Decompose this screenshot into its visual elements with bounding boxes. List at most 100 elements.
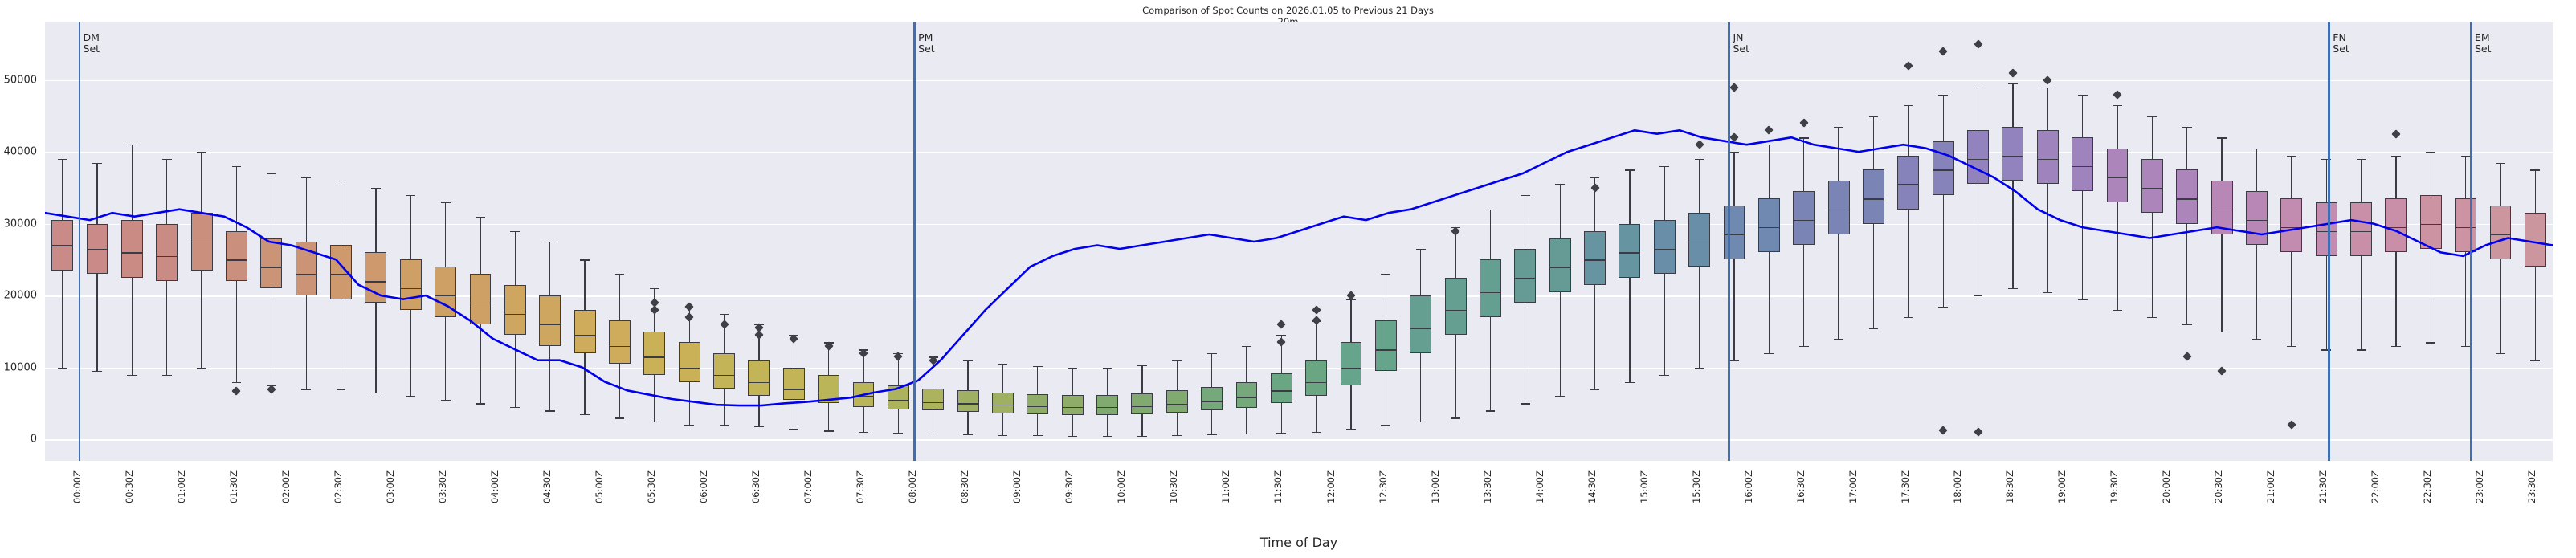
median-line (295, 274, 317, 275)
median-line (2072, 166, 2094, 168)
median-line (2002, 155, 2024, 157)
y-tick-label: 20000 (3, 289, 37, 302)
annotation-label: JN Set (1733, 31, 1750, 55)
x-tick-label: 04:00Z (488, 470, 500, 504)
annotation-line (1728, 22, 1730, 461)
whisker-cap (1032, 434, 1043, 437)
whisker (2221, 137, 2223, 332)
outlier-marker (1973, 39, 1983, 49)
box (643, 331, 666, 375)
whisker (2186, 126, 2188, 324)
whisker-cap (57, 159, 67, 161)
whisker-cap (476, 403, 485, 405)
whisker-cap (1485, 410, 1496, 412)
whisker-cap (161, 159, 172, 161)
annotation-line (913, 22, 916, 461)
x-tick-label: 19:30Z (2109, 470, 2121, 504)
outlier-marker (684, 312, 694, 322)
median-line (1757, 227, 1780, 229)
box (1653, 220, 1676, 275)
whisker-cap (2356, 349, 2366, 351)
whisker-cap (406, 396, 416, 397)
whisker-cap (1137, 365, 1147, 367)
box (469, 274, 492, 324)
x-tick-label: 12:30Z (1377, 470, 1389, 504)
whisker-cap (1206, 352, 1217, 355)
whisker-cap (1694, 159, 1704, 161)
box (1514, 248, 1537, 303)
x-tick-label: 21:30Z (2317, 470, 2329, 504)
box (957, 390, 979, 413)
box (1235, 381, 1258, 408)
box (1688, 213, 1711, 267)
x-tick-label: 19:00Z (2056, 470, 2068, 504)
median-line (1096, 406, 1118, 409)
annotation-label: FN Set (2333, 31, 2349, 55)
whisker-cap (614, 417, 625, 419)
whisker-cap (1555, 396, 1566, 397)
x-tick-label: 18:00Z (1952, 470, 1964, 504)
outlier-marker (267, 385, 276, 395)
median-line (1897, 184, 1920, 185)
box (1410, 295, 1432, 353)
x-axis-label: Time of Day (1259, 535, 1338, 550)
box (226, 230, 247, 282)
median-line (86, 248, 108, 250)
plot-area: DM Set PM Set JN Set FN Set EM Set (45, 22, 2553, 461)
whisker-cap (1032, 365, 1043, 368)
median-line (51, 245, 74, 246)
whisker-cap (266, 173, 276, 175)
outlier-marker (2008, 67, 2018, 78)
box (156, 223, 178, 282)
box (260, 238, 283, 289)
box (2002, 126, 2024, 181)
outlier-marker (1973, 427, 1983, 437)
box (2315, 202, 2337, 256)
whisker-cap (2251, 338, 2262, 340)
annotation-label: PM Set (918, 31, 935, 55)
gridline (45, 79, 2553, 82)
median-line (2455, 227, 2477, 229)
whisker-cap (789, 428, 799, 430)
whisker-cap (406, 194, 416, 197)
outlier-marker (1938, 426, 1948, 436)
median-line (156, 255, 178, 258)
box (609, 320, 631, 365)
x-tick-label: 06:00Z (698, 470, 710, 504)
y-tick-label: 30000 (3, 218, 37, 230)
box (330, 245, 352, 299)
x-tick-label: 02:30Z (332, 470, 344, 504)
outlier-marker (1312, 305, 1321, 315)
whisker-cap (2460, 345, 2471, 348)
x-tick-label: 23:00Z (2474, 470, 2486, 504)
whisker-cap (1903, 316, 1913, 319)
x-tick-label: 18:30Z (2004, 470, 2016, 504)
whisker-cap (57, 367, 67, 369)
whisker-cap (1520, 403, 1530, 405)
median-line (504, 313, 526, 315)
y-tick-label: 50000 (3, 74, 37, 87)
outlier-marker (2182, 352, 2192, 361)
whisker (2012, 83, 2014, 289)
whisker-cap (580, 259, 590, 261)
box (1723, 206, 1745, 260)
whisker-cap (92, 371, 102, 373)
median-line (1201, 401, 1223, 402)
median-line (539, 324, 561, 326)
box (120, 220, 143, 278)
whisker-cap (1068, 435, 1078, 437)
box (1096, 394, 1118, 415)
box (748, 360, 770, 397)
outlier-marker (754, 330, 764, 340)
whisker-cap (963, 434, 973, 436)
x-tick-label: 05:30Z (645, 470, 657, 504)
whisker (1942, 94, 1944, 307)
box (782, 367, 805, 400)
whisker-cap (1172, 434, 1182, 437)
median-line (1932, 169, 1954, 171)
x-tick-label: 01:00Z (175, 470, 187, 504)
whisker-cap (823, 430, 834, 432)
median-line (2176, 198, 2198, 200)
whisker-cap (2077, 94, 2088, 96)
whisker-cap (1520, 194, 1530, 197)
